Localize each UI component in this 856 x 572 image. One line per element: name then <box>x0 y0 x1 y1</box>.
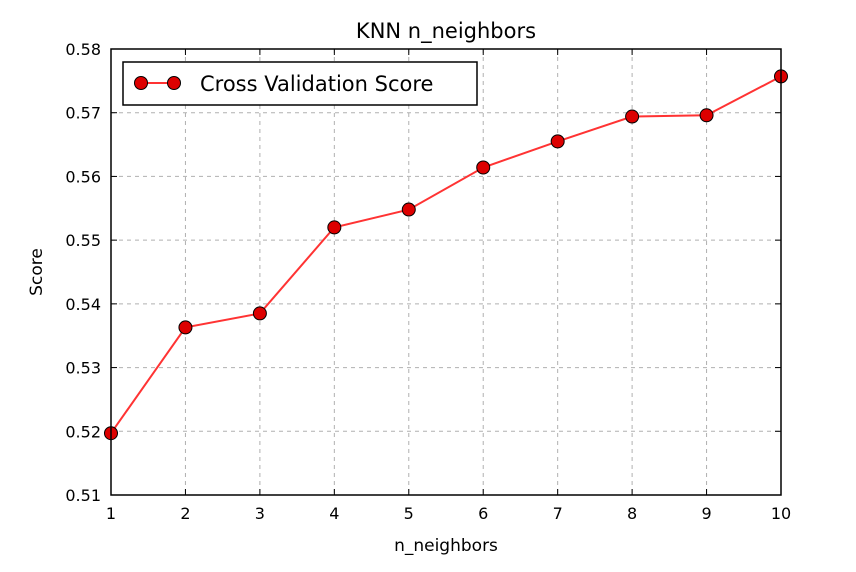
data-point <box>699 108 714 123</box>
y-tick-label: 0.51 <box>65 486 101 505</box>
x-tick-label: 9 <box>701 504 711 523</box>
x-axis-title: n_neighbors <box>394 536 498 556</box>
data-point <box>327 220 342 235</box>
chart-title: KNN n_neighbors <box>356 19 536 44</box>
x-tick-label: 1 <box>106 504 116 523</box>
data-point <box>476 160 491 175</box>
y-tick-label: 0.58 <box>65 40 101 59</box>
x-tick-label: 8 <box>627 504 637 523</box>
data-point <box>550 134 565 149</box>
y-tick-label: 0.56 <box>65 167 101 186</box>
data-point <box>401 202 416 217</box>
x-tick-label: 5 <box>404 504 414 523</box>
x-tick-label: 7 <box>553 504 563 523</box>
legend-marker <box>134 76 148 90</box>
x-tick-label: 6 <box>478 504 488 523</box>
y-tick-labels: 0.51 0.52 0.53 0.54 0.55 0.56 0.57 0.58 <box>65 40 101 505</box>
data-point <box>252 306 267 321</box>
y-tick-label: 0.52 <box>65 422 101 441</box>
data-point <box>178 320 193 335</box>
y-tick-label: 0.53 <box>65 359 101 378</box>
legend-label: Cross Validation Score <box>200 72 433 96</box>
x-tick-label: 4 <box>329 504 339 523</box>
y-axis-title: Score <box>27 248 47 296</box>
y-tick-label: 0.57 <box>65 104 101 123</box>
x-tick-label: 2 <box>180 504 190 523</box>
legend-marker <box>167 76 181 90</box>
x-tick-label: 10 <box>771 504 791 523</box>
plot-frame <box>110 48 782 496</box>
x-tick-label: 3 <box>255 504 265 523</box>
data-point <box>625 109 640 124</box>
series-line <box>110 75 782 434</box>
y-tick-label: 0.54 <box>65 295 101 314</box>
series-layer <box>104 69 788 441</box>
x-tick-labels: 1 2 3 4 5 6 7 8 9 10 <box>106 504 791 523</box>
legend: Cross Validation Score <box>122 61 478 106</box>
legend-box <box>122 61 478 106</box>
y-tick-label: 0.55 <box>65 231 101 250</box>
